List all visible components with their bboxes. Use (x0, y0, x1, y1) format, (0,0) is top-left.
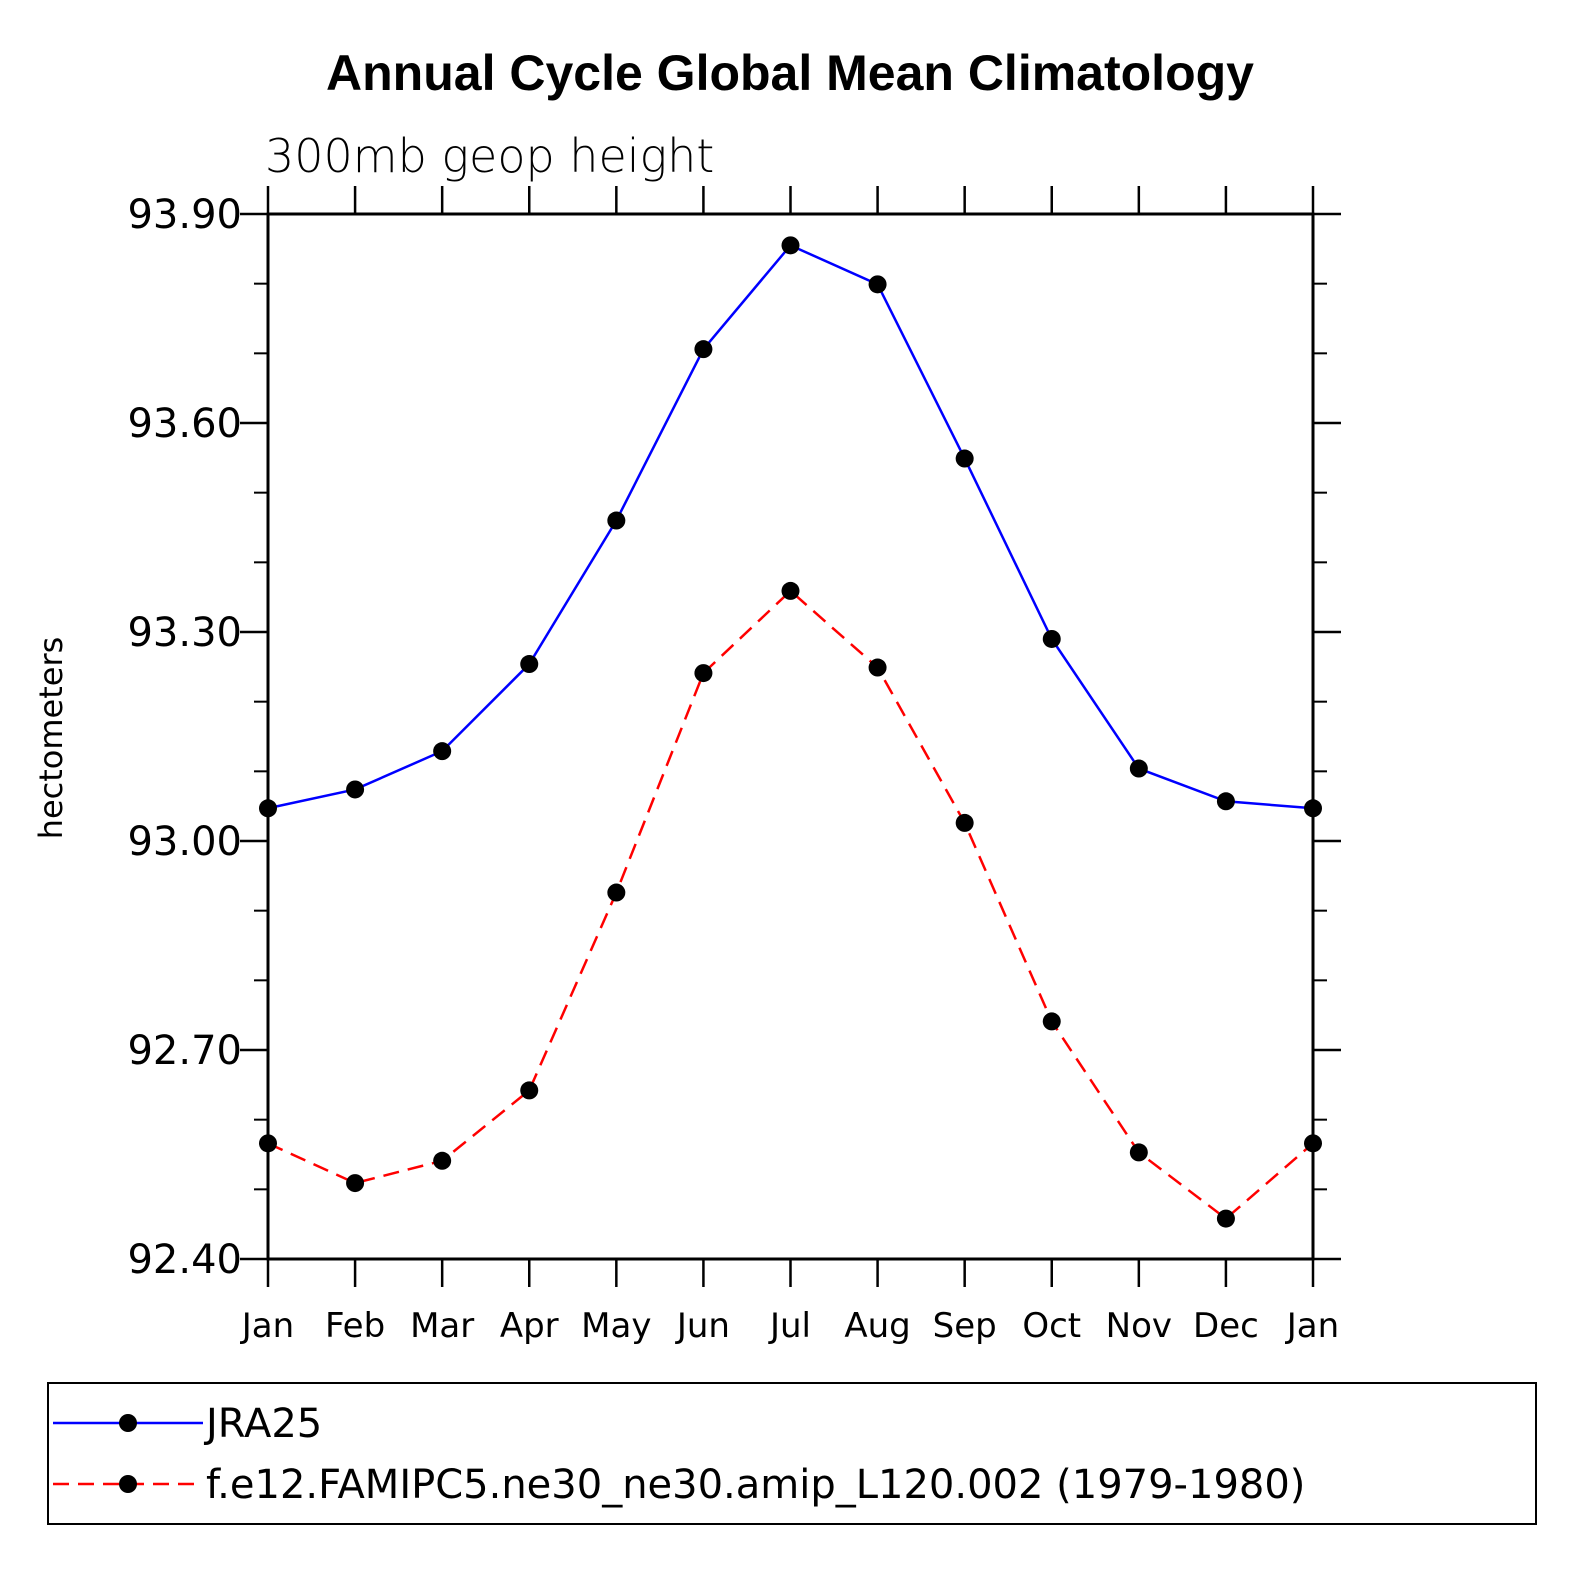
x-tick-label: Jan (240, 1306, 294, 1346)
x-tick-label: Feb (325, 1306, 385, 1346)
series-1-point (346, 1174, 365, 1193)
y-tick-label: 93.90 (127, 192, 242, 238)
series-0-point (955, 449, 974, 468)
plot-frame (266, 212, 1315, 1261)
y-tick-label: 92.40 (127, 1237, 242, 1283)
series-0-point (259, 799, 277, 818)
series-1-point (1042, 1012, 1061, 1031)
series-group (259, 236, 1322, 1228)
legend-label-jra25: JRA25 (203, 1401, 322, 1447)
series-0-point (1304, 799, 1322, 818)
series-0-point (1129, 759, 1148, 778)
series-1-point (520, 1081, 539, 1100)
y-tick-label: 93.30 (127, 610, 242, 656)
x-tick-label: Oct (1022, 1306, 1081, 1346)
x-tick-label: Jul (768, 1306, 811, 1346)
x-tick-label: Apr (500, 1306, 559, 1346)
y-tick-label: 92.70 (127, 1028, 242, 1074)
series-1-point (1304, 1134, 1322, 1153)
x-tick-label: Sep (933, 1306, 997, 1346)
series-0-point (607, 511, 626, 530)
series-1-point (694, 664, 713, 683)
series-1-point (433, 1151, 452, 1170)
x-tick-labels: Jan Feb Mar Apr May Jun Jul Aug Sep Oct Nov Dec Jan (240, 1306, 1339, 1346)
x-tick-label: Jun (675, 1306, 730, 1346)
series-0-point (694, 340, 713, 359)
legend-marker-jra25 (119, 1414, 137, 1432)
series-0-point (868, 275, 887, 294)
series-0-point (1042, 629, 1061, 648)
series-0-point (433, 742, 452, 761)
series-0-point (346, 780, 365, 799)
chart-subtitle: 300mb geop height (265, 129, 714, 183)
y-axis-label: hectometers (32, 637, 70, 840)
series-1-point (955, 813, 974, 832)
series-line-0 (267, 243, 1314, 810)
series-1-point (1216, 1209, 1235, 1228)
series-line-1 (267, 589, 1314, 1221)
legend-entry-jra25: JRA25 (53, 1401, 322, 1447)
series-1-point (259, 1134, 277, 1153)
x-tick-label: May (581, 1306, 651, 1346)
series-0-point (1216, 792, 1235, 811)
y-tick-label: 93.00 (127, 819, 242, 865)
legend-marker-model (119, 1475, 137, 1493)
x-tick-label: Dec (1193, 1306, 1259, 1346)
legend-entry-model: f.e12.FAMIPC5.ne30_ne30.amip_L120.002 (1… (53, 1462, 1305, 1508)
x-tick-label: Nov (1106, 1306, 1172, 1346)
y-tick-label: 93.60 (127, 401, 242, 447)
axis-ticks (240, 186, 1341, 1287)
legend-box (47, 1382, 1537, 1525)
series-1-point (1129, 1143, 1148, 1162)
series-0-point (781, 236, 800, 255)
x-tick-label: Aug (844, 1306, 910, 1346)
series-1-point (868, 658, 887, 677)
series-1-point (781, 581, 800, 600)
series-1-point (607, 883, 626, 902)
y-tick-labels: 92.40 92.70 93.00 93.30 93.60 93.90 (127, 192, 242, 1283)
legend-label-model: f.e12.FAMIPC5.ne30_ne30.amip_L120.002 (1… (206, 1462, 1305, 1508)
x-tick-label: Jan (1285, 1306, 1339, 1346)
chart-title: Annual Cycle Global Mean Climatology (326, 45, 1254, 101)
series-0-point (520, 655, 539, 674)
x-tick-label: Mar (410, 1306, 474, 1346)
